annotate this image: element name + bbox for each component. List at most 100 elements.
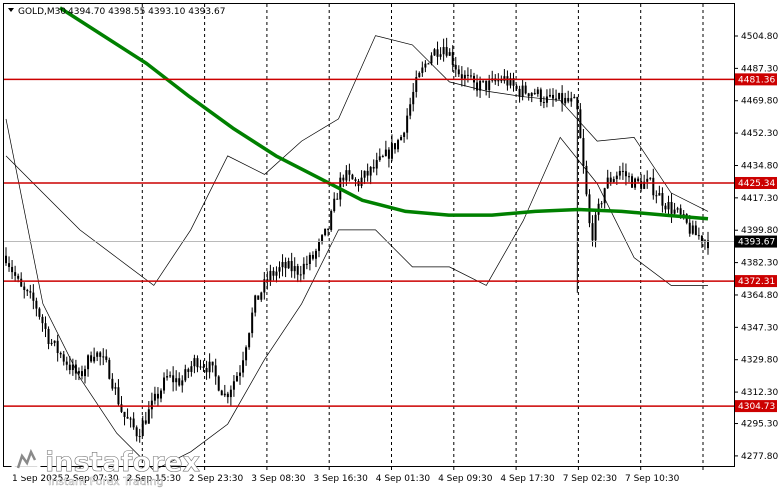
candle-body [697,235,700,237]
candle-body [427,63,430,65]
y-tick-label: 4504.80 [741,32,778,42]
candle-body [117,387,120,405]
candle-body [150,400,153,410]
candle-body [500,80,503,82]
candle-body [454,64,457,70]
candle-body [439,54,442,57]
candle-body [111,378,114,389]
candle-body [226,393,229,398]
candle-body [533,92,536,94]
candle-body [363,170,366,178]
candle-body [11,266,14,273]
candle-body [463,74,466,79]
candle-body [378,156,381,161]
candle-body [169,375,172,377]
candle-body [199,366,202,368]
candle-body [570,98,573,102]
candle-body [196,358,199,368]
x-tick-label: 7 Sep 02:30 [563,474,618,484]
candle-body [275,271,278,276]
candle-body [564,97,567,104]
current-price-tag [735,235,777,248]
symbol-label: GOLD,M30 [18,7,66,17]
current-price-label: 4393.67 [738,238,775,248]
candle-body [296,266,299,275]
candle-body [609,177,612,182]
candle-body [324,228,327,236]
candle-body [476,82,479,91]
candle-body [114,387,117,389]
candle-body [77,371,80,374]
candle-body [354,179,357,181]
ohlc-values: 4394.70 4398.55 4393.10 4393.67 [68,7,225,17]
candle-body [649,177,652,179]
level-label: 4481.36 [738,75,775,85]
candle-body [59,352,62,355]
candle-body [469,75,472,77]
candle-body [229,389,232,398]
candle-body [184,369,187,381]
candle-body [700,235,703,243]
x-tick-label: 4 Sep 01:30 [376,474,431,484]
candle-body [637,178,640,182]
candle-body [281,262,284,268]
candle-body [530,92,533,97]
y-tick-label: 4347.30 [741,323,778,333]
candle-body [266,279,269,281]
candle-body [138,435,141,437]
candle-body [23,286,26,290]
candle-body [8,263,11,267]
candle-body [640,181,643,189]
candle-body [558,93,561,100]
x-tick-label: 2 Sep 23:30 [189,474,244,484]
candle-body [153,393,156,401]
logo-tagline: Instant Forex Trading [48,475,164,488]
y-tick-label: 4277.80 [741,452,778,462]
candle-body [658,193,661,196]
candle-body [181,380,184,386]
candle-body [518,88,521,97]
candle-body [460,74,463,79]
candle-body [311,254,314,259]
candle-body [612,179,615,182]
logo-icon [10,445,42,477]
candle-body [105,356,108,360]
y-axis: 4504.80 4487.30 4469.80 4452.30 4434.80 4417.… [734,32,778,462]
chart-header: GOLD,M30 4394.70 4398.55 4393.10 4393.67 [8,7,225,17]
candle-body [14,272,17,276]
candle-body [409,104,412,116]
candle-body [327,228,330,230]
candle-body [242,360,245,373]
candle-body [71,364,74,371]
candle-body [5,255,7,264]
y-tick-label: 4364.80 [741,291,778,301]
candle-body [643,181,646,189]
candle-body [68,364,71,371]
candle-body [99,352,102,357]
candle-body [694,225,697,236]
candle-body [278,267,281,272]
candle-body [333,198,336,211]
level-tag [735,275,777,288]
candle-body [497,80,500,82]
candle-body [366,170,369,176]
candle-body [305,263,308,265]
candle-body [390,143,393,159]
candle-body [302,263,305,275]
candle-body [93,356,96,362]
candle-body [141,420,144,436]
candle-body [436,49,439,57]
candle-body [102,356,105,358]
candle-body [38,308,41,317]
candle-body [44,323,47,329]
dropdown-triangle-icon[interactable] [8,8,14,12]
candle-body [330,210,333,230]
candle-body [172,375,175,383]
candle-body [348,170,351,175]
candle-body [424,63,427,68]
candle-body [220,390,223,396]
candle-body [691,225,694,234]
candle-body [90,355,93,362]
candle-body [190,366,193,372]
